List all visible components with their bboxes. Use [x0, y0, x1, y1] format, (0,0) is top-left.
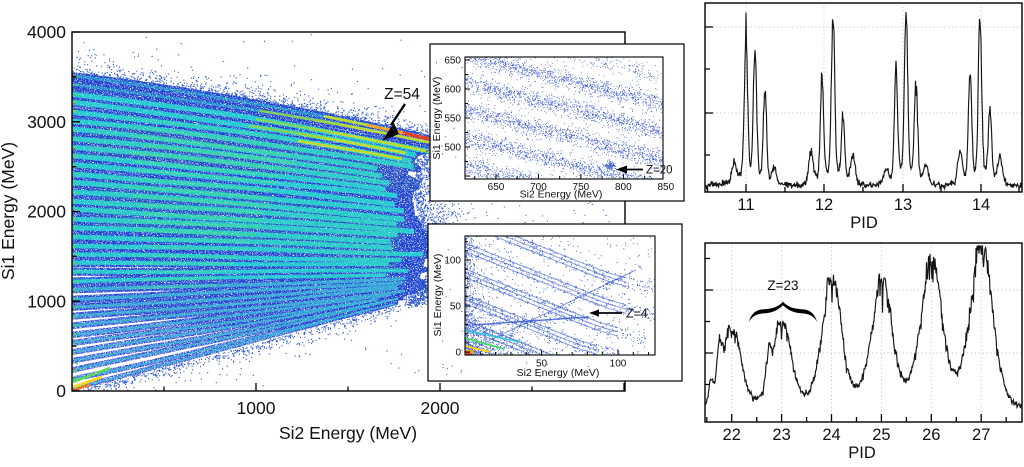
svg-text:600: 600 — [444, 85, 461, 96]
svg-text:Si1 Energy (MeV): Si1 Energy (MeV) — [431, 77, 443, 160]
svg-text:100: 100 — [610, 359, 627, 370]
svg-text:1000: 1000 — [27, 291, 66, 311]
svg-text:0: 0 — [455, 348, 461, 359]
svg-text:25: 25 — [872, 426, 890, 444]
svg-text:800: 800 — [615, 182, 632, 193]
svg-text:Z=20: Z=20 — [646, 165, 673, 177]
svg-text:PID: PID — [850, 214, 878, 232]
svg-text:PID: PID — [848, 444, 876, 462]
svg-text:650: 650 — [444, 56, 461, 67]
svg-text:0: 0 — [56, 381, 66, 401]
svg-text:3000: 3000 — [27, 112, 66, 132]
svg-text:50: 50 — [450, 302, 462, 313]
svg-text:26: 26 — [922, 426, 940, 444]
svg-text:850: 850 — [657, 182, 674, 193]
svg-text:22: 22 — [723, 426, 741, 444]
svg-text:750: 750 — [573, 182, 590, 193]
svg-text:Z=23: Z=23 — [767, 278, 798, 293]
svg-text:2000: 2000 — [421, 398, 460, 418]
svg-text:4000: 4000 — [27, 22, 66, 42]
svg-text:2000: 2000 — [27, 202, 66, 222]
svg-text:27: 27 — [972, 426, 990, 444]
svg-text:Si1 Energy (MeV): Si1 Energy (MeV) — [432, 254, 444, 337]
svg-text:100: 100 — [444, 256, 461, 267]
svg-text:Si2 Energy (MeV): Si2 Energy (MeV) — [517, 367, 600, 379]
svg-text:1000: 1000 — [237, 398, 276, 418]
svg-text:Z=54: Z=54 — [384, 86, 420, 103]
svg-text:Si2 Energy (MeV): Si2 Energy (MeV) — [520, 189, 603, 201]
svg-text:700: 700 — [530, 182, 547, 193]
svg-text:23: 23 — [772, 426, 790, 444]
svg-text:Si2 Energy (MeV): Si2 Energy (MeV) — [279, 423, 417, 443]
svg-text:500: 500 — [444, 143, 461, 154]
svg-text:13: 13 — [894, 196, 912, 214]
svg-text:550: 550 — [444, 114, 461, 125]
svg-text:Z=4: Z=4 — [626, 307, 648, 321]
svg-text:11: 11 — [737, 196, 754, 214]
svg-text:50: 50 — [536, 359, 548, 370]
svg-text:Si1 Energy (MeV): Si1 Energy (MeV) — [0, 142, 18, 280]
svg-text:650: 650 — [488, 182, 505, 193]
svg-text:24: 24 — [822, 426, 840, 444]
svg-text:14: 14 — [972, 196, 990, 214]
svg-text:12: 12 — [815, 196, 833, 214]
